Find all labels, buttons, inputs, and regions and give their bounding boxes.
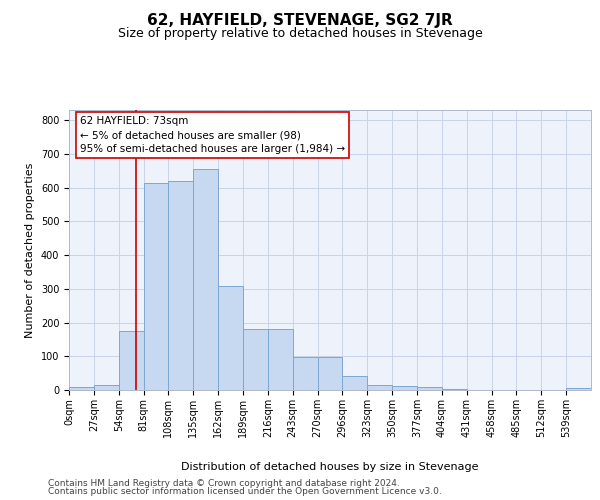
Bar — [343, 376, 367, 390]
Text: 62 HAYFIELD: 73sqm
← 5% of detached houses are smaller (98)
95% of semi-detached: 62 HAYFIELD: 73sqm ← 5% of detached hous… — [80, 116, 345, 154]
Bar — [218, 286, 243, 390]
Bar — [143, 182, 169, 390]
Bar — [417, 386, 442, 390]
Bar — [442, 389, 467, 390]
Bar — [367, 385, 392, 390]
Bar — [392, 386, 417, 390]
Bar — [243, 330, 268, 390]
Text: 62, HAYFIELD, STEVENAGE, SG2 7JR: 62, HAYFIELD, STEVENAGE, SG2 7JR — [147, 12, 453, 28]
Text: Contains HM Land Registry data © Crown copyright and database right 2024.: Contains HM Land Registry data © Crown c… — [48, 478, 400, 488]
Bar — [69, 388, 94, 390]
Bar — [268, 330, 293, 390]
Bar — [317, 358, 343, 390]
Text: Contains public sector information licensed under the Open Government Licence v3: Contains public sector information licen… — [48, 487, 442, 496]
Bar — [119, 331, 143, 390]
Y-axis label: Number of detached properties: Number of detached properties — [25, 162, 35, 338]
Bar — [94, 385, 119, 390]
Text: Size of property relative to detached houses in Stevenage: Size of property relative to detached ho… — [118, 28, 482, 40]
Bar — [566, 388, 591, 390]
Bar — [169, 181, 193, 390]
Text: Distribution of detached houses by size in Stevenage: Distribution of detached houses by size … — [181, 462, 479, 472]
Bar — [193, 169, 218, 390]
Bar — [293, 358, 317, 390]
